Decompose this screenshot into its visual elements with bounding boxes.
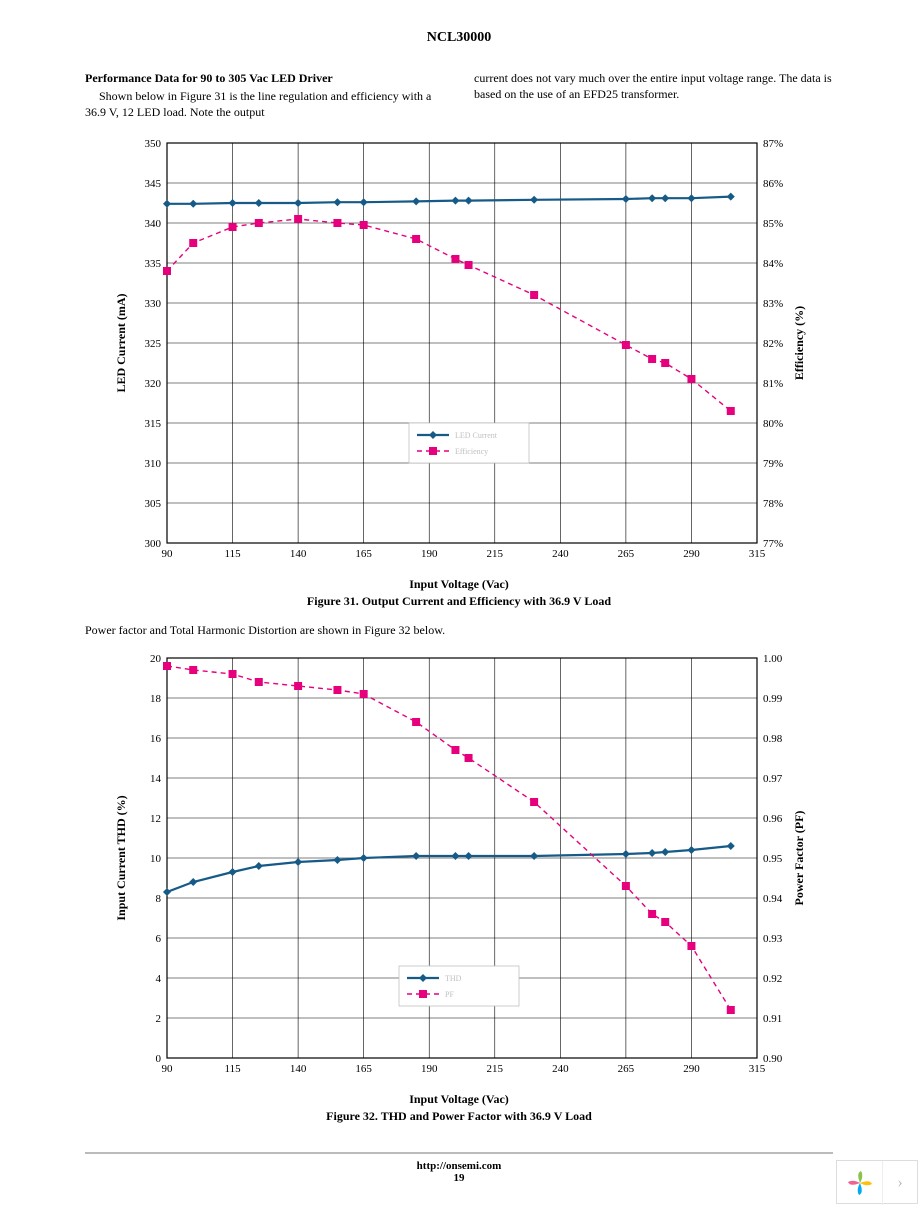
footer-page-number: 19 [85, 1172, 833, 1184]
svg-text:165: 165 [355, 548, 372, 560]
svg-text:77%: 77% [763, 538, 783, 550]
svg-text:0.94: 0.94 [763, 893, 783, 905]
svg-text:16: 16 [150, 733, 162, 745]
svg-text:90: 90 [162, 1063, 174, 1075]
svg-text:0.97: 0.97 [763, 773, 783, 785]
svg-text:350: 350 [145, 138, 162, 150]
svg-text:240: 240 [552, 1063, 569, 1075]
svg-text:0.92: 0.92 [763, 973, 782, 985]
chevron-right-icon: › [897, 1174, 902, 1192]
svg-text:115: 115 [225, 548, 242, 560]
svg-text:85%: 85% [763, 218, 783, 230]
svg-text:20: 20 [150, 653, 162, 665]
svg-text:0.98: 0.98 [763, 733, 783, 745]
svg-text:81%: 81% [763, 378, 783, 390]
svg-text:86%: 86% [763, 178, 783, 190]
svg-text:0.96: 0.96 [763, 813, 783, 825]
intro-columns: Performance Data for 90 to 305 Vac LED D… [85, 70, 833, 121]
svg-text:0.95: 0.95 [763, 853, 783, 865]
svg-text:215: 215 [487, 1063, 504, 1075]
svg-text:Input Current THD (%): Input Current THD (%) [114, 795, 128, 920]
svg-text:14: 14 [150, 773, 162, 785]
svg-text:0.93: 0.93 [763, 933, 783, 945]
svg-text:83%: 83% [763, 298, 783, 310]
svg-text:LED Current: LED Current [455, 431, 498, 440]
svg-text:0: 0 [156, 1053, 162, 1065]
svg-text:1.00: 1.00 [763, 653, 783, 665]
right-paragraph: current does not vary much over the enti… [474, 70, 833, 102]
corner-widget[interactable]: › [836, 1160, 918, 1204]
svg-text:0.90: 0.90 [763, 1053, 783, 1065]
pinwheel-icon [846, 1169, 874, 1197]
left-column: Performance Data for 90 to 305 Vac LED D… [85, 70, 444, 121]
figure-32-xlabel: Input Voltage (Vac) [85, 1092, 833, 1107]
svg-text:87%: 87% [763, 138, 783, 150]
svg-text:10: 10 [150, 853, 162, 865]
footer-rule [85, 1152, 833, 1154]
svg-text:78%: 78% [763, 498, 783, 510]
svg-text:325: 325 [145, 338, 162, 350]
figure-32-chart: 9011514016519021524026529031500.9020.914… [85, 648, 833, 1088]
svg-text:140: 140 [290, 548, 307, 560]
svg-text:Efficiency: Efficiency [455, 447, 488, 456]
svg-text:345: 345 [145, 178, 162, 190]
figure-31-caption: Figure 31. Output Current and Efficiency… [85, 594, 833, 609]
footer-url: http://onsemi.com [85, 1160, 833, 1172]
svg-text:115: 115 [225, 1063, 242, 1075]
mid-paragraph: Power factor and Total Harmonic Distorti… [85, 623, 833, 638]
svg-text:0.99: 0.99 [763, 693, 783, 705]
svg-text:190: 190 [421, 1063, 438, 1075]
page-container: NCL30000 Performance Data for 90 to 305 … [0, 0, 918, 1204]
svg-text:265: 265 [618, 548, 635, 560]
svg-text:305: 305 [145, 498, 162, 510]
svg-text:18: 18 [150, 693, 162, 705]
corner-logo[interactable] [837, 1161, 883, 1205]
svg-text:79%: 79% [763, 458, 783, 470]
svg-text:300: 300 [145, 538, 162, 550]
svg-text:2: 2 [156, 1013, 162, 1025]
svg-text:82%: 82% [763, 338, 783, 350]
right-column: current does not vary much over the enti… [474, 70, 833, 121]
figure-31-svg: 90 115 140 165 190 215 240 265 290 315 300 77% 305 78… [99, 133, 819, 573]
svg-text:4: 4 [156, 973, 162, 985]
svg-text:80%: 80% [763, 418, 783, 430]
svg-text:290: 290 [683, 1063, 700, 1075]
left-paragraph: Shown below in Figure 31 is the line reg… [85, 88, 444, 120]
svg-text:THD: THD [445, 974, 462, 983]
corner-next-button[interactable]: › [883, 1161, 917, 1205]
svg-text:0.91: 0.91 [763, 1013, 782, 1025]
svg-text:Efficiency (%): Efficiency (%) [792, 305, 806, 379]
svg-text:190: 190 [421, 548, 438, 560]
figure-31-chart: 90 115 140 165 190 215 240 265 290 315 300 77% 305 78… [85, 133, 833, 573]
svg-text:335: 335 [145, 258, 162, 270]
svg-text:240: 240 [552, 548, 569, 560]
svg-text:315: 315 [145, 418, 162, 430]
svg-text:PF: PF [445, 990, 454, 999]
svg-text:290: 290 [683, 548, 700, 560]
svg-text:215: 215 [487, 548, 504, 560]
figure-32-caption: Figure 32. THD and Power Factor with 36.… [85, 1109, 833, 1124]
section-heading: Performance Data for 90 to 305 Vac LED D… [85, 70, 444, 86]
svg-text:330: 330 [145, 298, 162, 310]
svg-text:310: 310 [145, 458, 162, 470]
doc-title: NCL30000 [85, 30, 833, 46]
svg-text:LED Current (mA): LED Current (mA) [114, 293, 128, 392]
svg-text:8: 8 [156, 893, 162, 905]
svg-text:165: 165 [355, 1063, 372, 1075]
figure-31-xlabel: Input Voltage (Vac) [85, 577, 833, 592]
svg-text:Power Factor (PF): Power Factor (PF) [792, 810, 806, 905]
figure-32-svg: 9011514016519021524026529031500.9020.914… [99, 648, 819, 1088]
svg-text:340: 340 [145, 218, 162, 230]
svg-text:6: 6 [156, 933, 162, 945]
svg-text:320: 320 [145, 378, 162, 390]
svg-text:12: 12 [150, 813, 161, 825]
svg-text:90: 90 [162, 548, 174, 560]
svg-text:265: 265 [618, 1063, 635, 1075]
svg-text:84%: 84% [763, 258, 783, 270]
svg-text:140: 140 [290, 1063, 307, 1075]
